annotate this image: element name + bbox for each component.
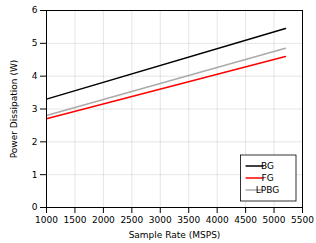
- svg-text:Sample Rate (MSPS): Sample Rate (MSPS): [129, 230, 221, 240]
- svg-text:1000: 1000: [35, 215, 58, 225]
- svg-text:4000: 4000: [206, 215, 229, 225]
- svg-text:0: 0: [32, 202, 38, 212]
- svg-text:5000: 5000: [263, 215, 286, 225]
- svg-text:4: 4: [32, 71, 38, 81]
- svg-text:4500: 4500: [234, 215, 257, 225]
- svg-text:FG: FG: [261, 173, 273, 183]
- svg-text:1: 1: [32, 170, 38, 180]
- svg-text:5500: 5500: [291, 215, 314, 225]
- svg-text:2000: 2000: [92, 215, 115, 225]
- svg-text:3000: 3000: [149, 215, 172, 225]
- svg-text:1500: 1500: [63, 215, 86, 225]
- svg-text:LPBG: LPBG: [256, 185, 279, 195]
- svg-text:6: 6: [32, 5, 38, 15]
- svg-text:3500: 3500: [177, 215, 200, 225]
- svg-text:3: 3: [32, 104, 38, 114]
- svg-text:5: 5: [32, 38, 38, 48]
- svg-text:BG: BG: [261, 161, 274, 171]
- svg-text:2: 2: [32, 137, 38, 147]
- svg-text:2500: 2500: [120, 215, 143, 225]
- svg-text:Power Dissipation (W): Power Dissipation (W): [9, 60, 19, 159]
